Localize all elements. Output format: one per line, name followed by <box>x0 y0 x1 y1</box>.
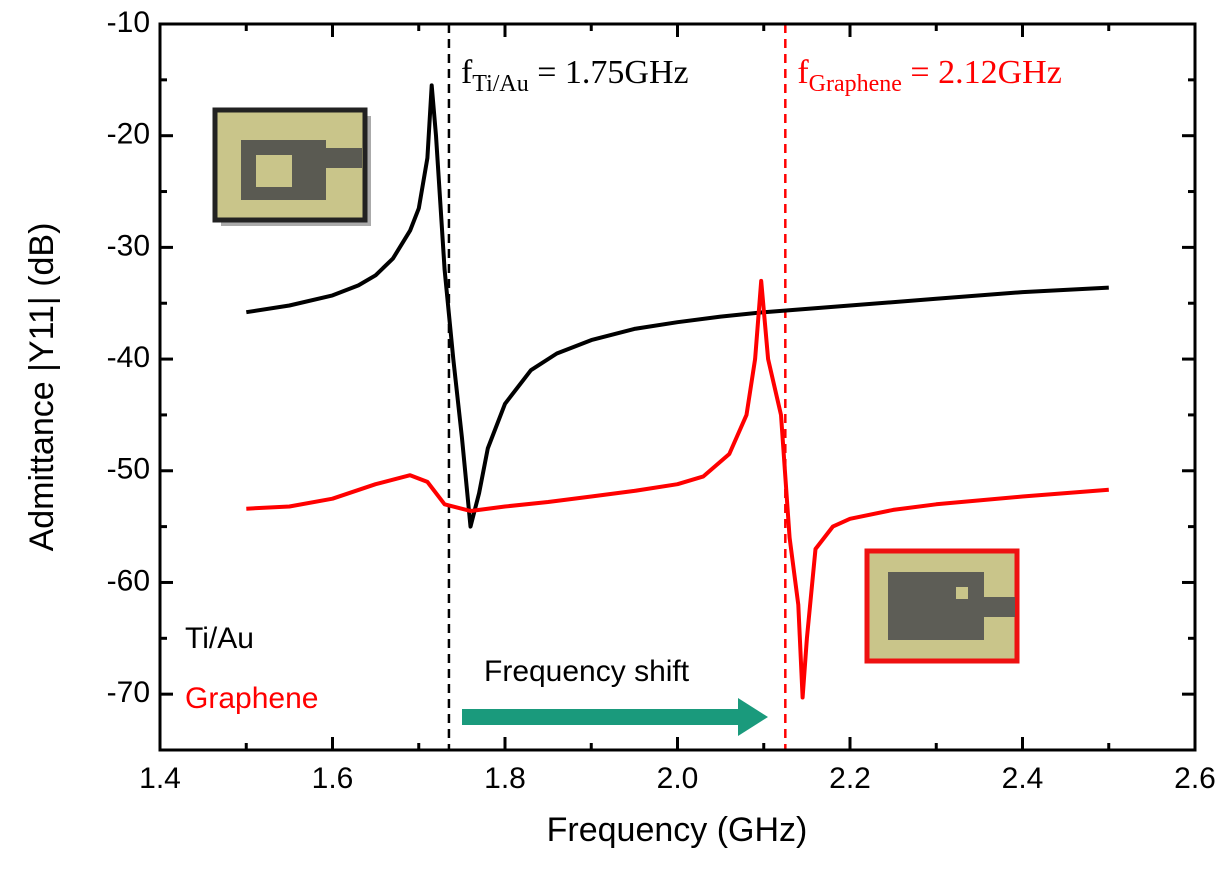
inset-graphene <box>864 548 1020 664</box>
y-tick-label: -30 <box>107 229 150 262</box>
y-tick-label: -50 <box>107 453 150 486</box>
y-tick-label: -70 <box>107 676 150 709</box>
inset-tiau <box>212 107 371 226</box>
x-tick-label: 2.4 <box>1002 762 1044 795</box>
y-tick-label: -10 <box>107 6 150 39</box>
shift-arrow <box>462 698 768 736</box>
x-tick-label: 1.4 <box>139 762 181 795</box>
series-line <box>245 83 1109 529</box>
x-tick-label: 2.0 <box>657 762 699 795</box>
x-tick-label: 2.2 <box>829 762 871 795</box>
annotation-part: f <box>797 54 809 91</box>
legend-entry: Graphene <box>185 682 318 715</box>
annotation-part: Graphene <box>809 71 902 97</box>
annotation-part: f <box>461 54 473 91</box>
y-tick-label: -40 <box>107 341 150 374</box>
y-tick-label: -20 <box>107 118 150 151</box>
arrow-label: Frequency shift <box>484 655 690 688</box>
annotation: fGraphene = 2.12GHz <box>797 54 1061 97</box>
x-axis-title: Frequency (GHz) <box>547 811 808 849</box>
annotation: fTi/Au = 1.75GHz <box>461 54 689 97</box>
x-tick-label: 1.6 <box>312 762 354 795</box>
series-line <box>246 278 1109 700</box>
legend-entry: Ti/Au <box>185 622 254 655</box>
x-tick-label: 1.8 <box>484 762 526 795</box>
annotation-part: Ti/Au <box>472 71 528 97</box>
y-axis-title: Admittance |Y11| (dB) <box>23 223 61 552</box>
y-tick-label: -60 <box>107 564 150 597</box>
annotation-part: = 2.12GHz <box>902 54 1062 91</box>
annotation-part: = 1.75GHz <box>529 54 689 91</box>
x-tick-label: 2.6 <box>1174 762 1216 795</box>
